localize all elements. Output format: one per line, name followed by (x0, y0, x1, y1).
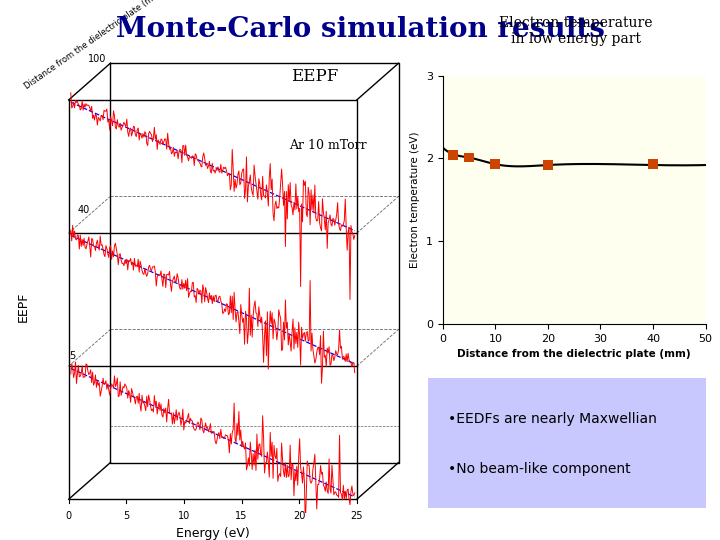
Text: 100: 100 (88, 53, 107, 64)
Point (647, 160, 659, 168)
Text: 5: 5 (123, 511, 130, 521)
Text: EEPF: EEPF (17, 291, 30, 322)
Text: Ar 10 mTorr: Ar 10 mTorr (289, 139, 366, 152)
Text: Monte-Carlo simulation results: Monte-Carlo simulation results (116, 16, 604, 43)
Text: •No beam-like component: •No beam-like component (448, 462, 631, 476)
Text: Electron temperature
in low energy part: Electron temperature in low energy part (499, 16, 653, 46)
Text: 25: 25 (351, 511, 363, 521)
X-axis label: Distance from the dielectric plate (mm): Distance from the dielectric plate (mm) (457, 349, 691, 359)
Text: Distance from the dielectric plate (mm): Distance from the dielectric plate (mm) (23, 0, 164, 91)
Point (542, 161, 554, 170)
Text: •EEDFs are nearly Maxwellian: •EEDFs are nearly Maxwellian (448, 413, 657, 427)
Text: 10: 10 (178, 511, 190, 521)
Text: 40: 40 (77, 205, 89, 215)
Text: 20: 20 (293, 511, 305, 521)
Text: 5: 5 (68, 351, 75, 361)
Point (448, 151, 459, 159)
Text: Energy (eV): Energy (eV) (176, 527, 250, 540)
Point (490, 160, 501, 168)
Point (464, 153, 475, 162)
Text: EEPF: EEPF (292, 69, 338, 85)
FancyBboxPatch shape (415, 375, 716, 510)
Y-axis label: Electron temperature (eV): Electron temperature (eV) (410, 132, 420, 268)
Text: 0: 0 (66, 511, 72, 521)
Text: 15: 15 (235, 511, 248, 521)
